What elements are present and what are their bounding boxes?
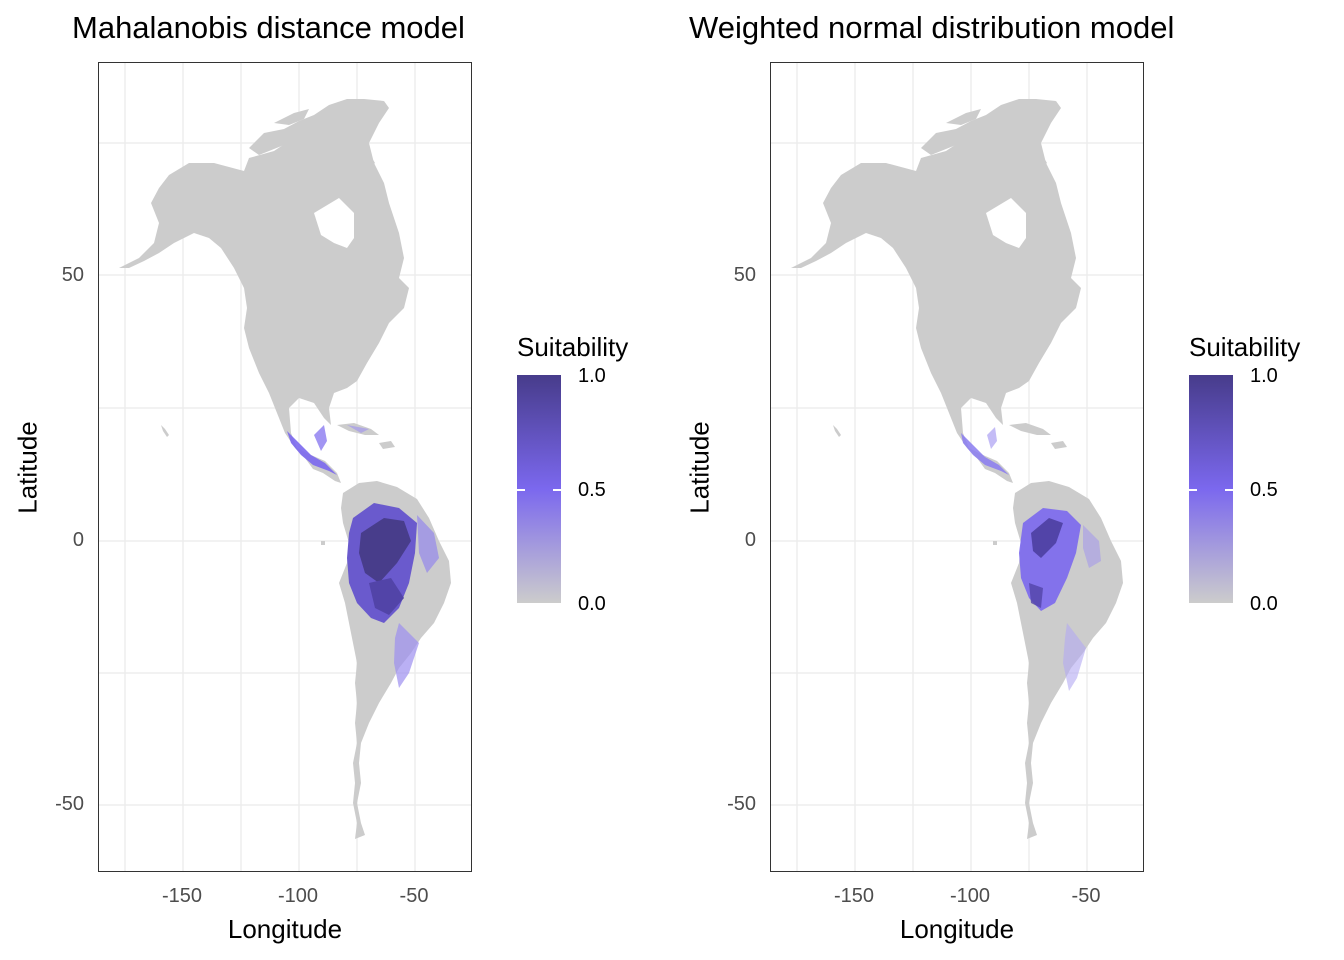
x-tick-label: -150: [833, 885, 875, 907]
panel-weighted-normal: Weighted normal distribution model Latit…: [672, 0, 1344, 960]
legend-label-low: 0.0: [1250, 593, 1278, 615]
legend-label-mid: 0.5: [578, 479, 606, 501]
y-tick-label: -50: [727, 793, 756, 815]
legend-label-high: 1.0: [578, 365, 606, 387]
suitability-overlay: [961, 427, 1101, 691]
y-tick-label: 50: [61, 264, 84, 286]
legend-tick: [1225, 489, 1233, 491]
legend-tick: [553, 489, 561, 491]
land-mass: [791, 99, 1123, 839]
legend-title: Suitability: [517, 332, 629, 362]
legend-label-high: 1.0: [1250, 365, 1278, 387]
panel-mahalanobis: Mahalanobis distance model Latitude 50 0…: [13, 10, 629, 944]
y-tick-label: 50: [733, 264, 756, 286]
map-plot: [770, 62, 1144, 872]
panel-title: Weighted normal distribution model: [689, 10, 1175, 45]
x-tick-label: -50: [399, 885, 429, 907]
x-tick-label: -50: [1071, 885, 1101, 907]
map-plot: [98, 62, 472, 872]
legend-label-low: 0.0: [578, 593, 606, 615]
suitability-overlay: [287, 425, 439, 688]
legend-tick: [517, 489, 525, 491]
land-mass: [119, 99, 451, 839]
legend-title: Suitability: [1189, 332, 1301, 362]
y-tick-label: -50: [55, 793, 84, 815]
x-tick-label: -100: [949, 885, 991, 907]
x-axis-label: Longitude: [227, 914, 343, 944]
y-tick-label: 0: [744, 529, 756, 551]
map-svg: [771, 63, 1143, 871]
x-tick-label: -100: [277, 885, 319, 907]
legend-label-mid: 0.5: [1250, 479, 1278, 501]
panel-title: Mahalanobis distance model: [72, 10, 465, 45]
x-axis-label: Longitude: [899, 914, 1015, 944]
y-tick-label: 0: [72, 529, 84, 551]
legend-tick: [1189, 489, 1197, 491]
x-tick-label: -150: [161, 885, 203, 907]
map-svg: [99, 63, 471, 871]
